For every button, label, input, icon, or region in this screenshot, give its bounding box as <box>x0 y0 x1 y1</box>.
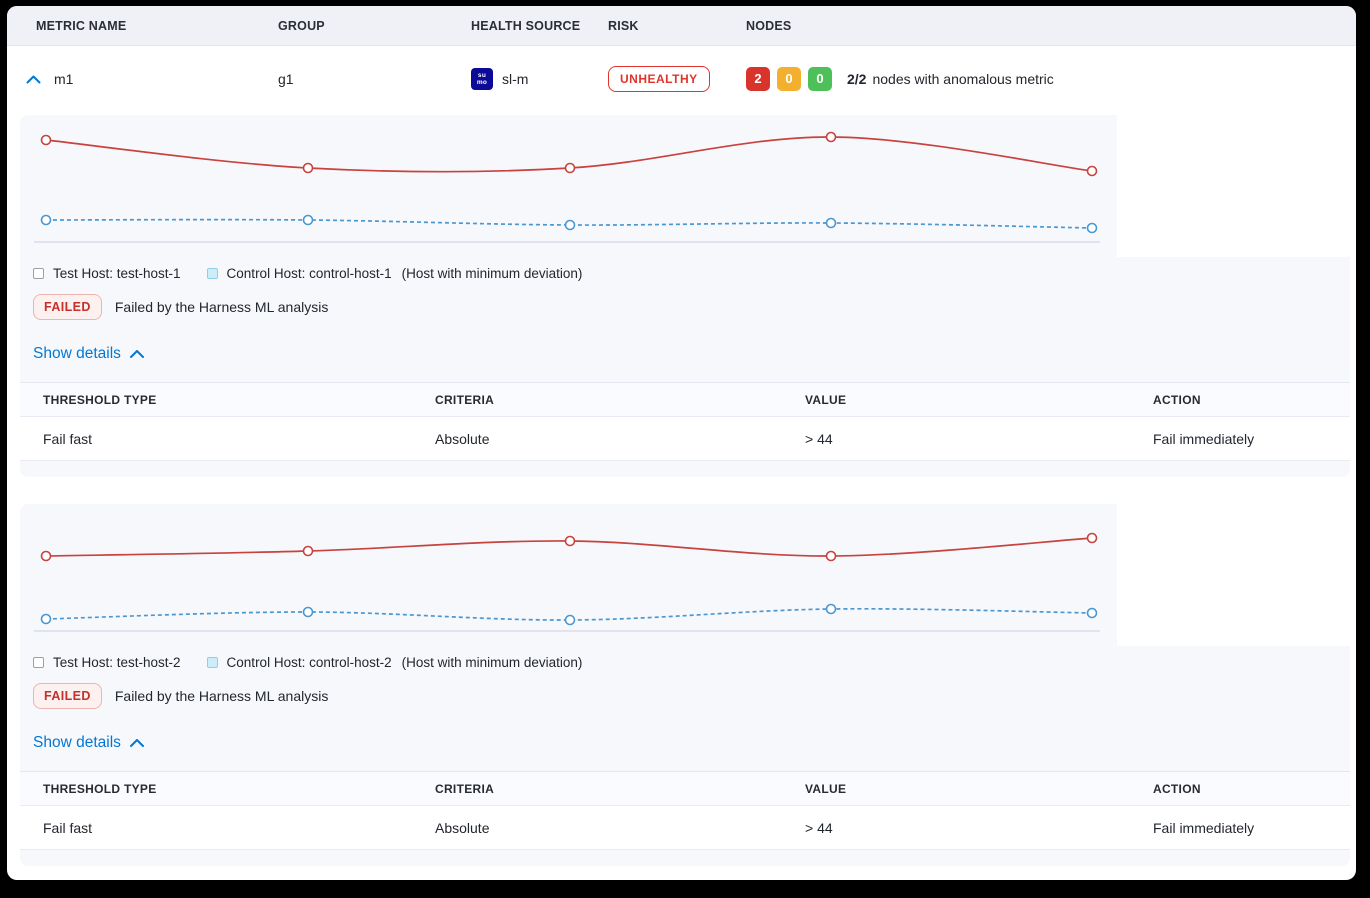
column-header-group: GROUP <box>278 18 325 33</box>
failed-badge: FAILED <box>33 294 102 320</box>
test-host-label: Test Host: test-host-1 <box>53 266 181 281</box>
show-details-link-1[interactable]: Show details <box>20 345 144 363</box>
control-host-label: Control Host: control-host-2 <box>226 655 392 670</box>
value-cell: > 44 <box>805 820 833 836</box>
collapse-chevron-icon[interactable] <box>26 71 41 87</box>
chart-svg-2 <box>34 532 1100 632</box>
health-source-name: sl-m <box>502 70 529 87</box>
metric-name: m1 <box>54 70 74 87</box>
metric-row[interactable]: m1 g1 su mo sl-m UNHEALTHY 2 0 0 2/2 nod… <box>7 46 1356 111</box>
threshold-table-header: THRESHOLD TYPE CRITERIA VALUE ACTION <box>20 772 1350 806</box>
chart-legend-1: Test Host: test-host-1 Control Host: con… <box>20 266 1350 281</box>
action-cell: Fail immediately <box>1153 431 1255 447</box>
test-host-label: Test Host: test-host-2 <box>53 655 181 670</box>
risk-badge-unhealthy: UNHEALTHY <box>608 65 710 92</box>
minimum-deviation-note: (Host with minimum deviation) <box>401 655 583 670</box>
threshold-table-header: THRESHOLD TYPE CRITERIA VALUE ACTION <box>20 383 1350 417</box>
control-host-label: Control Host: control-host-1 <box>226 266 392 281</box>
threshold-table-row: Fail fast Absolute > 44 Fail immediately <box>20 806 1350 850</box>
threshold-table-2: THRESHOLD TYPE CRITERIA VALUE ACTION Fai… <box>20 771 1350 850</box>
threshold-type-cell: Fail fast <box>43 820 93 836</box>
host-analysis-panel-2: Test Host: test-host-2 Control Host: con… <box>20 504 1350 866</box>
nodes-caption: nodes with anomalous metric <box>872 70 1054 87</box>
chevron-up-icon <box>129 734 144 752</box>
list-header: METRIC NAME GROUP HEALTH SOURCE RISK NOD… <box>7 6 1356 46</box>
threshold-type-cell: Fail fast <box>43 431 93 447</box>
control-host-checkbox[interactable] <box>206 657 218 668</box>
verdict-row-2: FAILED Failed by the Harness ML analysis <box>20 683 1350 709</box>
anomalous-nodes-chip: 2 <box>746 66 770 91</box>
test-host-checkbox[interactable] <box>33 657 44 668</box>
threshold-table-1: THRESHOLD TYPE CRITERIA VALUE ACTION Fai… <box>20 382 1350 461</box>
healthy-nodes-chip: 0 <box>808 66 832 91</box>
criteria-cell: Absolute <box>435 431 490 447</box>
chart-empty-area-1 <box>1117 115 1350 257</box>
warning-nodes-chip: 0 <box>777 66 801 91</box>
test-host-checkbox[interactable] <box>33 268 44 279</box>
legend-item-control-host[interactable]: Control Host: control-host-2 (Host with … <box>206 655 583 670</box>
chart-legend-2: Test Host: test-host-2 Control Host: con… <box>20 655 1350 670</box>
legend-item-control-host[interactable]: Control Host: control-host-1 (Host with … <box>206 266 583 281</box>
verdict-message: Failed by the Harness ML analysis <box>114 688 329 704</box>
column-header-metric-name: METRIC NAME <box>36 18 127 33</box>
failed-badge: FAILED <box>33 683 102 709</box>
chevron-up-icon <box>129 345 144 363</box>
verdict-message: Failed by the Harness ML analysis <box>114 299 329 315</box>
timeseries-chart-2 <box>20 504 1350 649</box>
minimum-deviation-note: (Host with minimum deviation) <box>401 266 583 281</box>
metric-group: g1 <box>278 70 294 87</box>
timeseries-chart-1 <box>20 115 1350 260</box>
legend-item-test-host[interactable]: Test Host: test-host-1 <box>33 266 181 281</box>
column-header-health-source: HEALTH SOURCE <box>471 18 581 33</box>
action-cell: Fail immediately <box>1153 820 1255 836</box>
sumo-logic-icon: su mo <box>471 67 493 90</box>
control-host-checkbox[interactable] <box>206 268 218 279</box>
nodes-ratio: 2/2 <box>847 70 867 87</box>
legend-item-test-host[interactable]: Test Host: test-host-2 <box>33 655 181 670</box>
column-header-nodes: NODES <box>746 18 792 33</box>
host-analysis-panel-1: Test Host: test-host-1 Control Host: con… <box>20 115 1350 477</box>
criteria-cell: Absolute <box>435 820 490 836</box>
metric-analysis-card: METRIC NAME GROUP HEALTH SOURCE RISK NOD… <box>7 6 1356 880</box>
verdict-row-1: FAILED Failed by the Harness ML analysis <box>20 294 1350 320</box>
chart-empty-area-2 <box>1117 504 1350 646</box>
value-cell: > 44 <box>805 431 833 447</box>
show-details-link-2[interactable]: Show details <box>20 734 144 752</box>
chart-svg-1 <box>34 131 1100 243</box>
threshold-table-row: Fail fast Absolute > 44 Fail immediately <box>20 417 1350 461</box>
column-header-risk: RISK <box>608 18 639 33</box>
